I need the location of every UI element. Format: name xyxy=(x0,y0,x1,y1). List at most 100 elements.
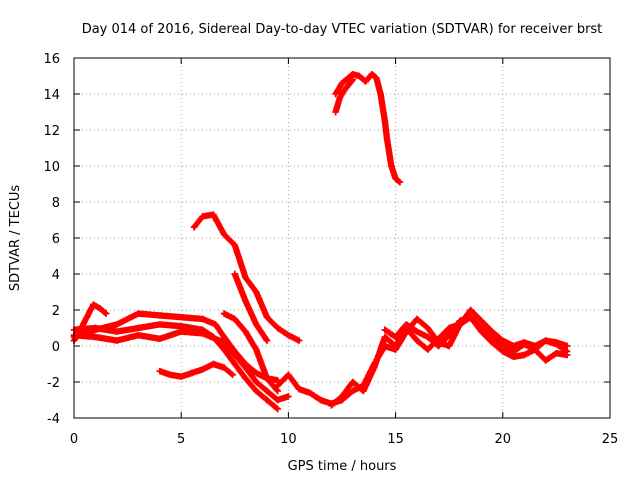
x-tick-label: 25 xyxy=(602,432,619,447)
data-point xyxy=(446,342,453,350)
y-tick-label: 10 xyxy=(43,160,60,175)
data-point xyxy=(467,314,474,321)
data-point xyxy=(478,324,485,332)
data-point xyxy=(231,351,238,359)
data-point xyxy=(188,369,196,377)
data-point xyxy=(231,360,238,368)
data-point xyxy=(392,342,399,350)
data-point xyxy=(345,81,352,89)
data-point xyxy=(338,80,346,87)
data-point xyxy=(113,337,121,344)
data-markers xyxy=(70,71,571,413)
data-point xyxy=(456,317,464,324)
data-point xyxy=(253,321,260,328)
data-point xyxy=(521,341,528,348)
data-point xyxy=(92,333,99,341)
data-point xyxy=(424,346,431,353)
data-point xyxy=(510,348,517,355)
data-point xyxy=(253,288,260,296)
data-point xyxy=(135,332,142,339)
data-point xyxy=(220,364,228,371)
data-point xyxy=(413,337,421,344)
data-point xyxy=(285,371,292,378)
data-point xyxy=(499,337,506,344)
data-point xyxy=(231,315,238,323)
data-point xyxy=(156,321,163,328)
data-point xyxy=(499,348,506,355)
data-point xyxy=(413,315,421,323)
data-point xyxy=(263,396,271,404)
data-point xyxy=(381,117,389,125)
data-point xyxy=(349,76,356,83)
data-point xyxy=(413,328,421,335)
series-arc-10 xyxy=(328,314,571,409)
data-point xyxy=(478,317,485,324)
series-arc-8 xyxy=(220,310,281,395)
y-tick-label: -4 xyxy=(47,412,60,427)
data-point xyxy=(263,314,271,321)
data-point xyxy=(178,373,185,380)
series-arc-12 xyxy=(332,71,404,186)
data-point xyxy=(83,314,91,321)
x-tick-label: 5 xyxy=(177,432,185,447)
data-point xyxy=(381,333,389,341)
data-point xyxy=(446,332,453,339)
x-tick-label: 0 xyxy=(70,432,78,447)
series-arc-11 xyxy=(381,314,571,355)
data-point xyxy=(274,324,281,332)
y-tick-label: 4 xyxy=(52,268,60,283)
data-point xyxy=(156,312,163,319)
data-point xyxy=(349,71,356,78)
data-point xyxy=(135,324,142,332)
data-point xyxy=(488,328,496,335)
data-point xyxy=(563,348,571,355)
data-point xyxy=(553,341,560,348)
data-point xyxy=(102,310,110,317)
x-tick-label: 15 xyxy=(387,432,404,447)
data-point xyxy=(167,371,174,378)
data-point xyxy=(338,393,346,400)
data-point xyxy=(274,387,281,395)
data-point xyxy=(220,346,228,353)
data-point xyxy=(360,387,367,395)
data-point xyxy=(242,328,249,335)
data-point xyxy=(510,353,517,360)
data-point xyxy=(381,326,389,333)
data-point xyxy=(446,324,453,332)
y-tick-label: -2 xyxy=(47,376,60,391)
data-point xyxy=(229,371,236,378)
data-point xyxy=(253,346,260,353)
data-point xyxy=(210,360,217,368)
series-arc-7 xyxy=(231,270,271,344)
data-point xyxy=(220,333,228,341)
data-point xyxy=(531,346,539,353)
y-tick-label: 8 xyxy=(52,196,60,211)
data-point xyxy=(317,396,324,404)
data-point xyxy=(242,297,249,305)
data-point xyxy=(113,328,121,335)
data-point xyxy=(253,378,260,386)
ticks: 0 5 10 15 20 25 -4 -2 0 2 4 6 8 10 12 14 16 xyxy=(43,52,618,447)
data-point xyxy=(231,242,238,249)
data-point xyxy=(242,274,249,281)
data-point xyxy=(135,310,142,317)
data-point xyxy=(156,335,163,342)
data-point xyxy=(340,87,348,94)
data-point xyxy=(488,333,496,341)
data-point xyxy=(388,162,395,170)
data-point xyxy=(499,342,506,350)
y-tick-label: 6 xyxy=(52,232,60,247)
data-point xyxy=(263,375,271,382)
data-point xyxy=(521,351,528,359)
y-tick-label: 12 xyxy=(43,124,60,139)
data-point xyxy=(274,396,281,404)
data-point xyxy=(435,342,442,350)
y-tick-label: 0 xyxy=(52,340,60,355)
data-point xyxy=(220,310,228,317)
data-point xyxy=(178,323,185,330)
y-tick-label: 14 xyxy=(43,88,60,103)
data-point xyxy=(295,337,303,344)
data-point xyxy=(403,321,410,328)
data-point xyxy=(199,213,206,220)
data-point xyxy=(220,339,228,346)
